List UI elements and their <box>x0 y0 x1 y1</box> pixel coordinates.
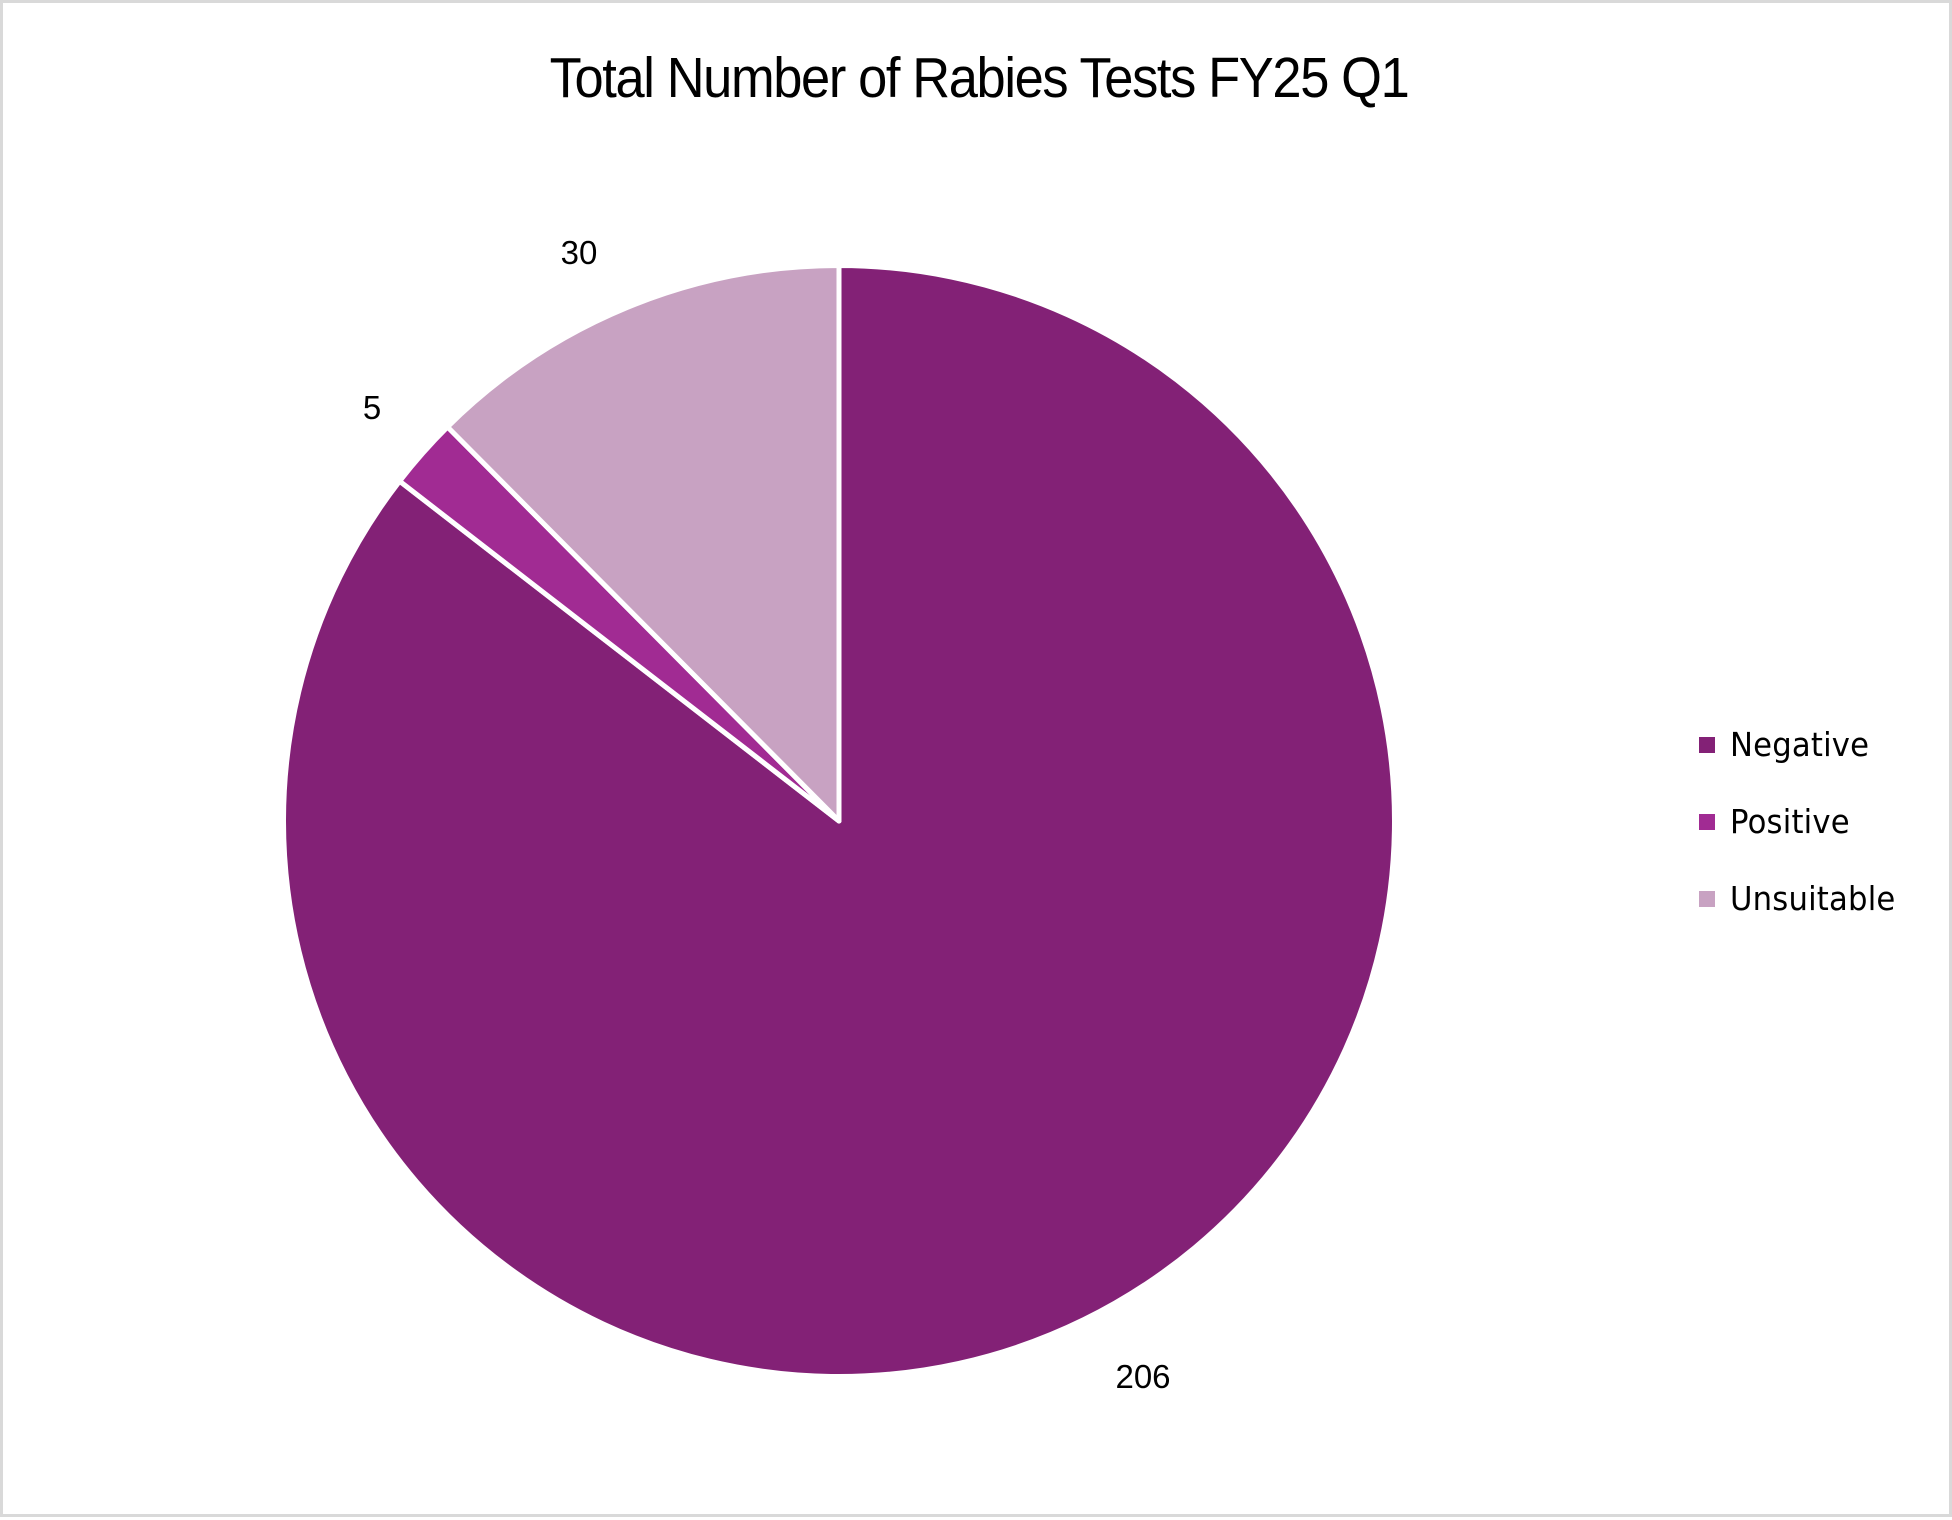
chart-title: Total Number of Rabies Tests FY25 Q1 <box>549 46 1410 110</box>
legend-item-unsuitable[interactable]: Unsuitable <box>1699 879 1908 919</box>
data-label-negative: 206 <box>1115 1358 1171 1395</box>
legend-label: Unsuitable <box>1730 879 1896 918</box>
pie-slice-unsuitable[interactable] <box>444 263 842 824</box>
legend-swatch-negative <box>1699 737 1715 753</box>
legend-item-positive[interactable]: Positive <box>1699 802 1859 842</box>
data-label-positive: 5 <box>362 389 382 426</box>
legend-label: Negative <box>1730 725 1870 764</box>
pie-chart <box>281 263 1397 1379</box>
legend-label: Positive <box>1730 802 1850 841</box>
legend-swatch-unsuitable <box>1699 891 1715 907</box>
legend-item-negative[interactable]: Negative <box>1699 725 1880 765</box>
data-label-unsuitable: 30 <box>560 234 598 271</box>
legend-swatch-positive <box>1699 814 1715 830</box>
